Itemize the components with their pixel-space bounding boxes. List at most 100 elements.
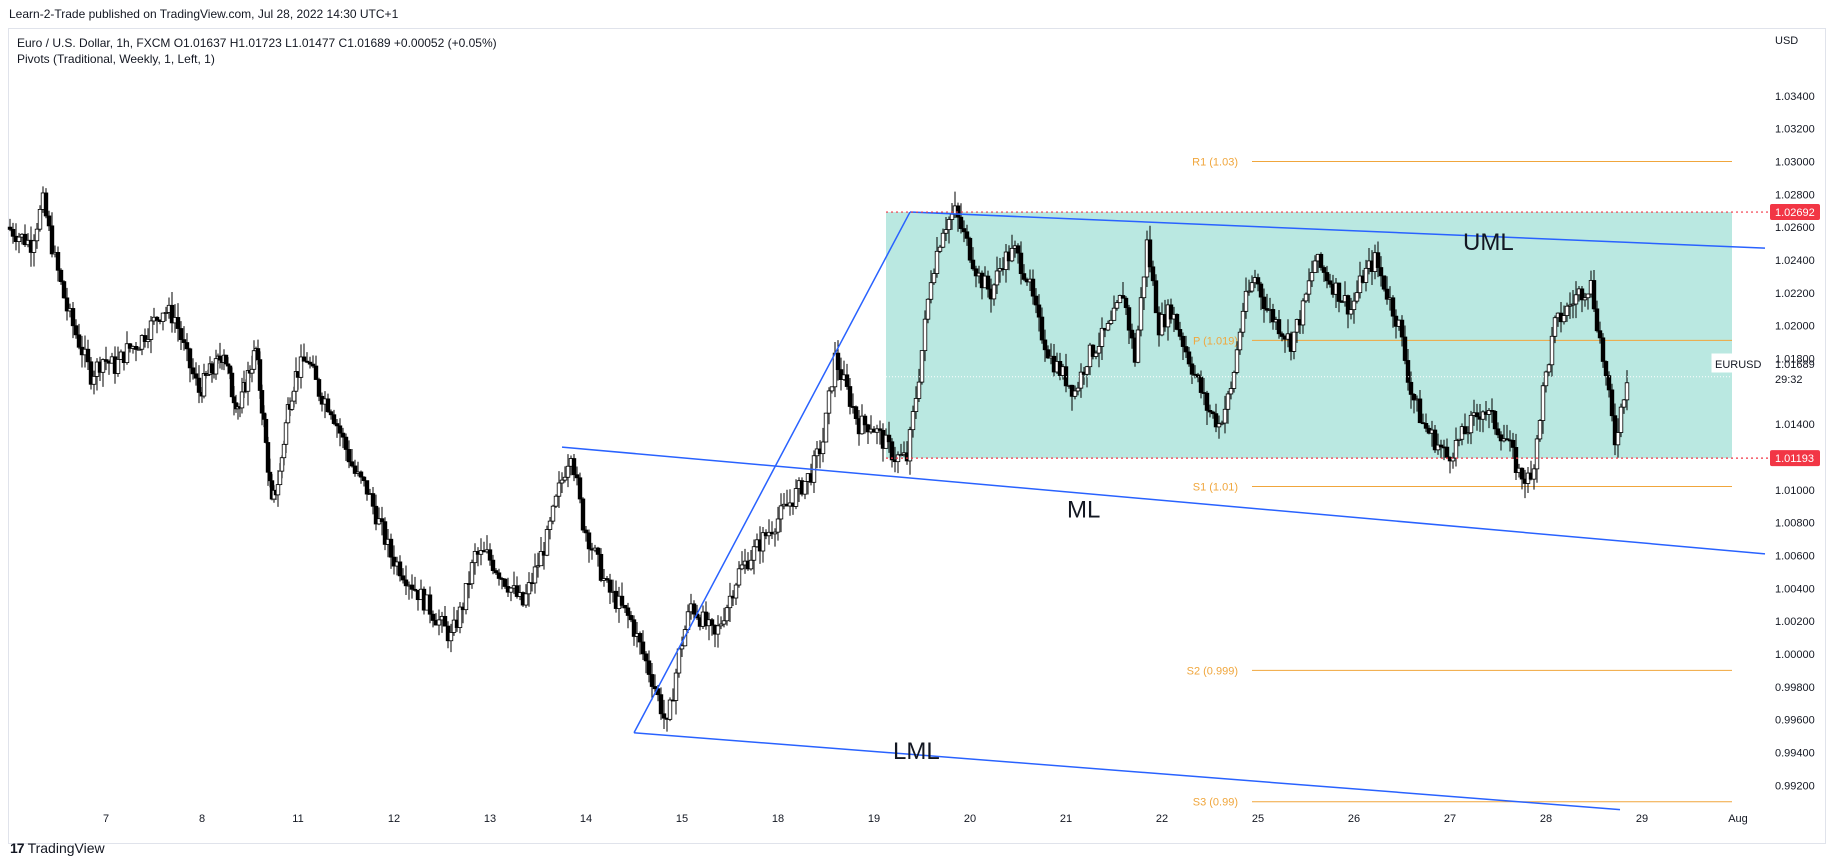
- candle-body: [85, 348, 91, 363]
- candle-body: [493, 570, 499, 574]
- candle-body: [628, 615, 634, 621]
- candle-body: [1099, 327, 1105, 347]
- candle-body: [562, 476, 568, 481]
- candle-body: [658, 694, 664, 715]
- time-tick-label: 15: [676, 813, 688, 825]
- candle-body: [124, 343, 130, 364]
- candle-body: [160, 312, 166, 322]
- candle-body: [361, 476, 367, 482]
- time-tick-label: 19: [868, 813, 880, 825]
- candle-body: [388, 538, 394, 558]
- price-tick-label: 1.02800: [1775, 189, 1815, 201]
- candle-body: [1309, 272, 1315, 282]
- candle-body: [472, 551, 478, 564]
- candle-body: [1210, 411, 1216, 415]
- pitchfork-upper-line[interactable]: [909, 211, 1766, 249]
- candle-body: [1402, 336, 1408, 361]
- candle-body: [1120, 295, 1126, 299]
- candle-body: [58, 269, 64, 282]
- candle-body: [1168, 304, 1174, 320]
- price-tick-label: 1.03400: [1775, 91, 1815, 103]
- brand-label: TradingView: [27, 840, 105, 856]
- candle-body: [1096, 346, 1102, 354]
- candle-body: [257, 359, 263, 391]
- candle-body: [181, 339, 187, 343]
- candle-body: [349, 461, 355, 467]
- candle-body: [1207, 409, 1213, 413]
- candle-body: [1249, 282, 1255, 292]
- time-tick-label: 8: [199, 813, 205, 825]
- candle-body: [583, 529, 589, 534]
- time-axis: 7 8 11 12 13 14 15 18 19 20 21 22 25 26 27 28 29 Aug: [103, 813, 1748, 825]
- candle-body: [622, 604, 628, 609]
- candle-body: [76, 334, 82, 348]
- candle-body: [1153, 280, 1159, 314]
- candle-body: [100, 359, 106, 373]
- candle-body: [676, 648, 682, 674]
- channel-label-lml: LML: [893, 738, 940, 765]
- candle-body: [751, 546, 757, 561]
- candle-body: [1537, 420, 1543, 440]
- candle-body: [844, 374, 850, 387]
- candle-body: [148, 320, 154, 340]
- candle-body: [277, 470, 283, 486]
- candle-body: [370, 493, 376, 507]
- candle-body: [279, 457, 285, 472]
- candle-body: [826, 390, 832, 414]
- pitchfork-median-line[interactable]: [561, 446, 1766, 555]
- candle-body: [991, 284, 997, 300]
- tradingview-brand: 17 TradingView: [10, 840, 105, 856]
- candle-body: [1075, 387, 1081, 392]
- candle-body: [1615, 432, 1621, 446]
- pitchfork-handle[interactable]: [633, 211, 911, 734]
- candle-body: [217, 355, 223, 361]
- candle-body: [823, 412, 829, 443]
- candle-body: [1228, 388, 1234, 395]
- candle-body: [1186, 351, 1192, 365]
- candle-body: [964, 231, 970, 239]
- candle-body: [1141, 276, 1147, 299]
- candle-body: [1462, 426, 1468, 435]
- candle-body: [325, 398, 331, 413]
- candle-body: [34, 228, 40, 242]
- candle-body: [337, 425, 343, 434]
- candle-body: [358, 471, 364, 478]
- candle-body: [145, 339, 151, 342]
- candle-body: [373, 505, 379, 525]
- candle-body: [487, 549, 493, 561]
- candle-body: [1513, 447, 1519, 473]
- candle-body: [691, 603, 697, 615]
- time-tick-label: 14: [580, 813, 592, 825]
- candle-body: [514, 585, 520, 597]
- candle-body: [865, 424, 871, 433]
- indicator-legend[interactable]: Pivots (Traditional, Weekly, 1, Left, 1): [17, 52, 215, 66]
- candle-body: [1549, 335, 1555, 366]
- candle-body: [1561, 315, 1567, 323]
- candle-body: [231, 396, 237, 404]
- candle-body: [175, 317, 181, 329]
- time-tick-label: 25: [1252, 813, 1264, 825]
- candle-body: [1036, 304, 1042, 318]
- candle-body: [142, 335, 148, 342]
- candle-body: [1135, 329, 1141, 363]
- pivot-label: S1 (1.01): [1193, 482, 1238, 494]
- candle-body: [778, 505, 784, 520]
- candle-body: [526, 582, 532, 595]
- candle-body: [346, 449, 352, 463]
- time-tick-label: 13: [484, 813, 496, 825]
- symbol-legend[interactable]: Euro / U.S. Dollar, 1h, FXCM O1.01637 H1…: [17, 36, 497, 50]
- pitchfork-lower-line[interactable]: [633, 732, 1621, 811]
- candle-body: [1030, 278, 1036, 297]
- candle-body: [251, 350, 257, 370]
- candle-body: [1246, 290, 1252, 293]
- price-tick-label: 0.99600: [1775, 715, 1815, 727]
- candle-body: [1438, 444, 1444, 448]
- candle-body: [967, 237, 973, 261]
- price-tick-label: 1.00800: [1775, 518, 1815, 530]
- candle-body: [919, 350, 925, 383]
- candle-body: [397, 561, 403, 577]
- candle-body: [430, 613, 436, 621]
- candle-body: [1243, 290, 1249, 312]
- pivot-label: R1 (1.03): [1192, 156, 1238, 168]
